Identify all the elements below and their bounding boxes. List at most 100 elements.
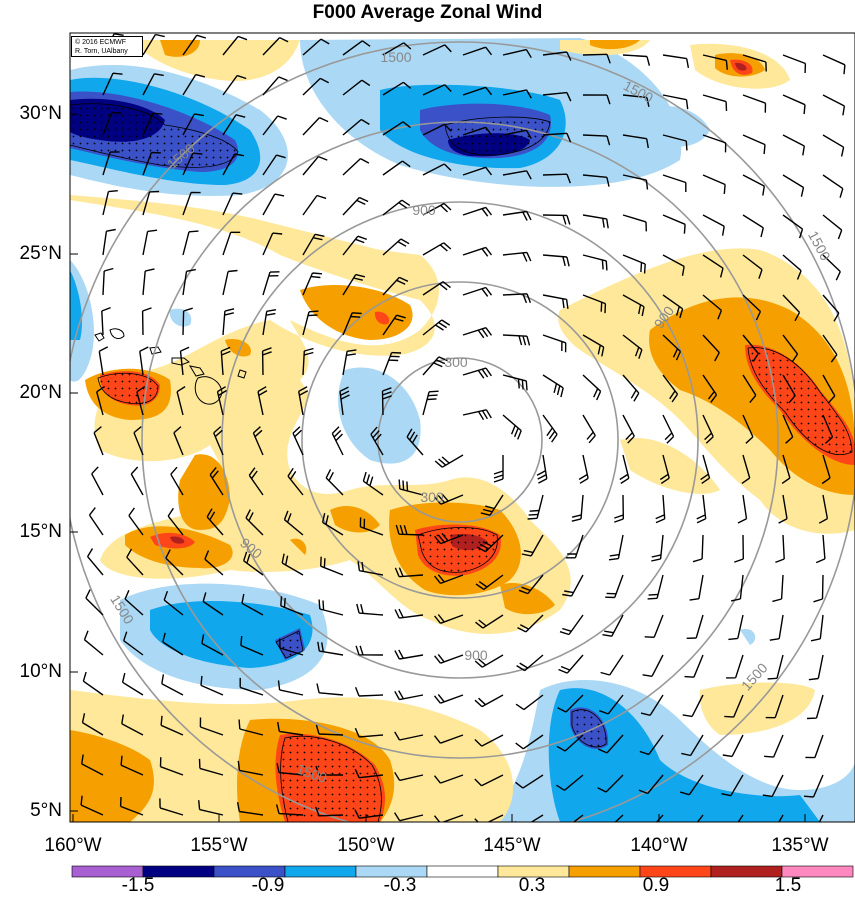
- wind-barb: [821, 454, 831, 485]
- wind-barb: [651, 534, 664, 562]
- wind-barb: [382, 276, 409, 296]
- wind-barb: [502, 414, 522, 440]
- wind-barb: [394, 731, 424, 741]
- lat-label: 30°N: [19, 103, 62, 124]
- colorbar-swatch: [781, 865, 854, 878]
- wind-barb: [662, 174, 687, 192]
- wind-barb: [536, 454, 548, 484]
- wind-barb: [91, 466, 104, 496]
- wind-barb: [822, 174, 844, 198]
- wind-barb: [88, 507, 104, 536]
- wind-barb: [702, 214, 725, 236]
- wind-barb: [318, 599, 344, 616]
- wind-barb: [245, 509, 264, 536]
- wind-barb: [474, 814, 504, 822]
- wind-barb: [737, 814, 744, 822]
- wind-barb: [614, 814, 624, 822]
- wind-barb: [597, 774, 624, 793]
- wind-barb: [422, 242, 452, 256]
- wind-barb: [730, 574, 744, 602]
- wind-barb: [556, 734, 584, 752]
- ring-label: 1500: [380, 49, 411, 65]
- wind-barb: [734, 534, 744, 563]
- wind-barb: [102, 151, 120, 176]
- wind-barb: [818, 814, 824, 822]
- wind-barb: [342, 40, 371, 56]
- wind-barb: [237, 760, 264, 776]
- wind-barb: [781, 454, 791, 484]
- wind-barb: [331, 426, 344, 456]
- wind-barb: [782, 254, 802, 280]
- wind-barb: [662, 134, 688, 151]
- wind-barb: [262, 193, 285, 216]
- wind-barb: [474, 734, 504, 747]
- wind-barb: [182, 268, 196, 296]
- wind-barb: [382, 314, 406, 336]
- wind-barb: [765, 694, 784, 719]
- wind-barb: [684, 654, 704, 678]
- wind-barb: [502, 251, 532, 262]
- wind-barb: [87, 548, 104, 576]
- wind-barb: [808, 654, 824, 681]
- range-rings: [70, 41, 855, 822]
- wind-barb: [542, 132, 572, 143]
- wind-barb: [80, 795, 104, 816]
- wind-barb: [119, 796, 144, 816]
- wind-barb: [818, 494, 829, 524]
- wind-barb: [639, 734, 664, 756]
- wind-barb: [724, 694, 744, 718]
- wind-barb: [782, 54, 807, 74]
- wind-barb: [502, 129, 532, 139]
- wind-barb: [622, 94, 650, 107]
- wind-barb: [202, 592, 224, 616]
- wind-barb: [121, 714, 144, 736]
- wind-barb: [662, 414, 675, 444]
- wind-barb: [201, 634, 224, 656]
- wind-barb: [433, 693, 464, 704]
- wind-barb: [394, 690, 424, 701]
- wind-barb: [542, 374, 564, 398]
- wind-barb: [222, 114, 246, 136]
- wind-barb: [659, 454, 670, 484]
- wind-barb: [772, 574, 784, 603]
- wind-barb: [422, 390, 439, 416]
- wind-barb: [474, 654, 504, 668]
- wind-barb: [362, 471, 384, 496]
- wind-barb: [582, 134, 611, 146]
- wind-barb: [81, 754, 104, 776]
- wind-barb: [382, 42, 412, 56]
- wind-barb: [287, 467, 304, 496]
- wind-barb: [167, 507, 184, 536]
- wind-barb: [222, 192, 243, 216]
- wind-barb: [120, 755, 144, 776]
- ring-label: 300: [444, 354, 468, 370]
- wind-barb: [239, 677, 264, 696]
- wind-barb: [434, 532, 464, 545]
- wind-barb: [782, 174, 805, 197]
- wind-barb: [602, 614, 624, 637]
- wind-barb: [302, 116, 329, 136]
- wind-barb: [600, 654, 624, 676]
- wind-barb: [434, 493, 464, 505]
- wind-barb: [370, 426, 384, 456]
- wind-barb: [279, 638, 304, 656]
- wind-barb: [342, 349, 357, 376]
- wind-barb: [281, 553, 304, 576]
- wind-barb: [680, 774, 704, 796]
- wind-barb: [462, 286, 493, 297]
- wind-barb: [822, 414, 834, 444]
- wind-barb: [142, 151, 161, 176]
- wind-barb: [354, 768, 384, 779]
- wind-barb: [782, 134, 805, 156]
- wind-barb: [302, 272, 323, 296]
- wind-barb: [354, 727, 384, 738]
- wind-barb: [514, 814, 544, 822]
- wind-barb: [434, 454, 464, 468]
- wind-barb: [598, 734, 624, 754]
- wind-barb: [342, 273, 366, 296]
- wind-barb: [582, 94, 611, 105]
- wind-barb: [222, 269, 238, 296]
- wind-barb: [262, 232, 283, 256]
- wind-barb: [320, 556, 344, 576]
